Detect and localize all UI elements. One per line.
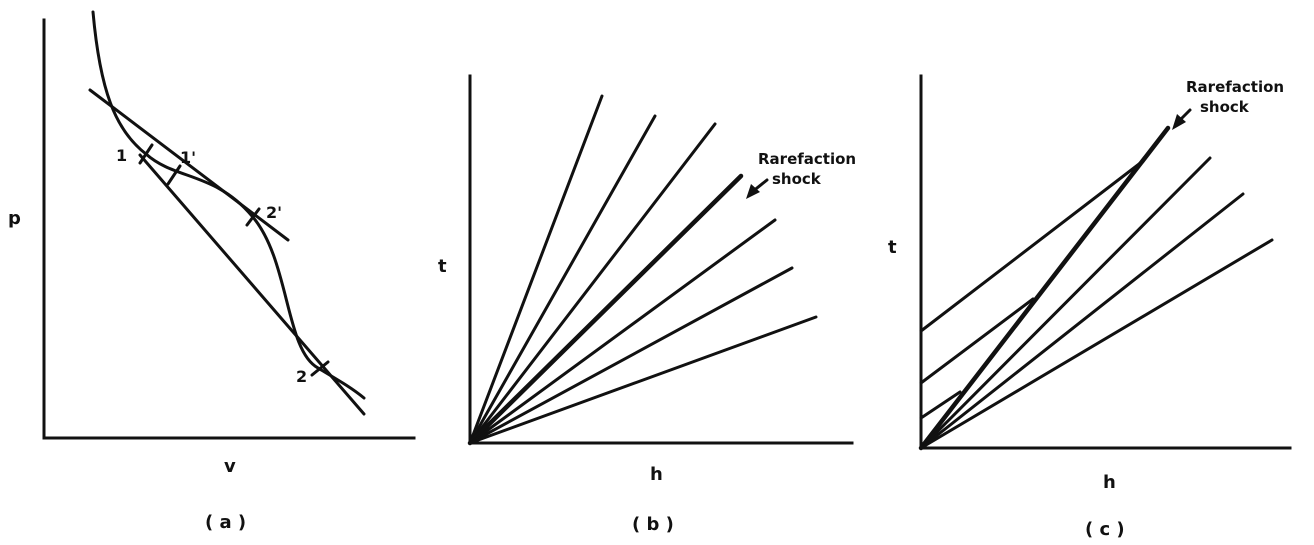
char-line-lower [919, 390, 962, 420]
fan-line-6 [468, 266, 794, 445]
fan-line-7 [468, 315, 818, 445]
point-label-1: 1 [116, 146, 127, 165]
panel-b-y-label: t [438, 256, 447, 277]
panel-a-axes [42, 18, 416, 440]
panel-a: 1 1' 2' 2 p v ( a ) [8, 10, 416, 533]
panel-c-caption: ( c ) [1085, 519, 1125, 540]
panel-b-annotation-line2: shock [772, 170, 822, 188]
point-label-2: 2 [296, 367, 307, 386]
fan-line-1 [919, 156, 1212, 450]
panel-c-x-label: h [1103, 472, 1116, 493]
tick-1 [138, 143, 154, 165]
fan-line-5 [468, 218, 777, 445]
panel-c-y-label: t [888, 237, 897, 258]
panel-c-annotation-line1: Rarefaction [1186, 78, 1284, 96]
panel-b-annotation-line1: Rarefaction [758, 150, 856, 168]
panel-c: Rarefaction shock t h ( c ) [888, 74, 1292, 540]
fan-line-3 [468, 122, 717, 445]
point-label-2prime: 2' [266, 203, 282, 222]
rarefaction-shock-line [918, 125, 1171, 451]
char-line-middle [919, 297, 1035, 385]
pv-curve [91, 10, 366, 400]
point-label-1prime: 1' [180, 148, 196, 167]
panel-a-x-label: v [224, 456, 236, 477]
fan-line-2 [919, 192, 1245, 450]
panel-a-y-label: p [8, 208, 21, 229]
panel-b-x-label: h [650, 464, 663, 485]
fan-line-1 [468, 94, 604, 445]
tick-2 [310, 360, 330, 377]
fan-line-2 [468, 114, 657, 445]
panel-c-annotation-line2: shock [1200, 98, 1250, 116]
chord-line-1-2 [138, 153, 366, 416]
tick-2prime [245, 207, 261, 227]
tick-1prime [166, 164, 182, 186]
panel-b-caption: ( b ) [632, 514, 674, 535]
panel-c-arrowhead [1172, 114, 1186, 130]
char-line-upper [919, 159, 1145, 333]
panel-b: Rarefaction shock t h ( b ) [438, 74, 856, 535]
fan-line-3 [919, 238, 1274, 450]
rarefaction-shock-line [467, 173, 744, 446]
panel-a-caption: ( a ) [205, 512, 246, 533]
panel-b-arrowhead [746, 184, 760, 199]
